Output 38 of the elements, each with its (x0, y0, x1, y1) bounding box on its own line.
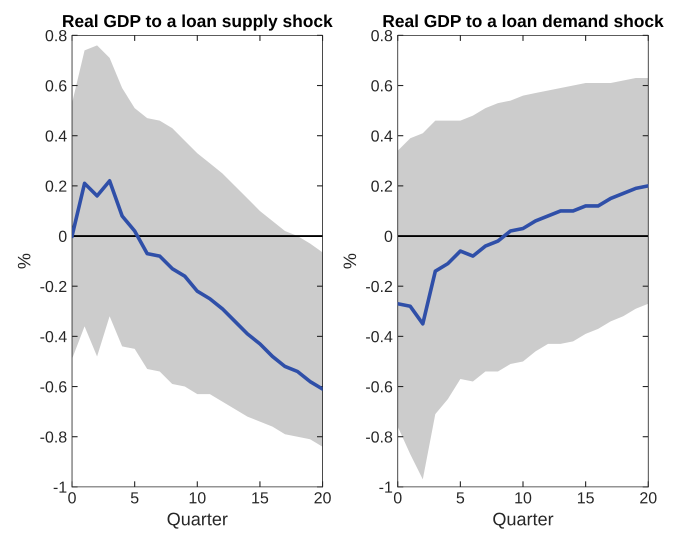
y-tick-label: 0.8 (371, 30, 392, 42)
chart-title: Real GDP to a loan supply shock (63, 14, 333, 31)
line-series (72, 179, 323, 391)
y-tick-label: -0.6 (366, 381, 392, 392)
y-tick-label: -0.4 (40, 331, 67, 342)
x-tick-label: 10 (515, 492, 532, 504)
y-tick-label: -0.8 (366, 431, 392, 443)
y-axis-title: % (18, 254, 30, 269)
y-tick-label: -0.8 (40, 431, 66, 443)
x-tick-label: 20 (314, 492, 331, 504)
y-tick-label: -1 (379, 482, 392, 493)
y-tick-label: 0.6 (371, 80, 392, 92)
y-tick-label: 0.4 (371, 130, 392, 142)
x-tick-label: 5 (130, 492, 138, 504)
x-tick-label: 0 (394, 492, 402, 504)
y-tick-label: 0 (384, 230, 392, 242)
y-tick-label: 0.4 (46, 130, 67, 142)
y-tick-label: -0.2 (366, 280, 392, 292)
chart-title: Real GDP to a loan demand shock (383, 14, 664, 28)
x-axis-title: Quarter (168, 512, 228, 529)
y-tick-label: 0 (58, 230, 67, 242)
x-tick-label: 15 (578, 492, 594, 504)
x-tick-label: 0 (68, 492, 76, 504)
y-tick-label: -0.6 (40, 381, 66, 392)
y-tick-label: 0.2 (46, 180, 66, 192)
x-tick-label: 10 (190, 492, 206, 504)
y-tick-label: 0.6 (46, 80, 66, 92)
x-tick-label: 5 (456, 492, 464, 504)
y-tick-label: -0.4 (366, 331, 392, 342)
y-tick-label: -0.2 (40, 280, 66, 292)
y-tick-label: 0.8 (46, 30, 66, 42)
x-tick-label: 15 (252, 492, 268, 504)
y-axis-title: % (344, 254, 356, 269)
y-tick-label: -1 (54, 482, 66, 493)
y-tick-label: 0.2 (371, 180, 392, 192)
x-axis-title: Quarter (493, 512, 554, 529)
line-series (398, 184, 648, 326)
x-tick-label: 20 (640, 492, 657, 504)
